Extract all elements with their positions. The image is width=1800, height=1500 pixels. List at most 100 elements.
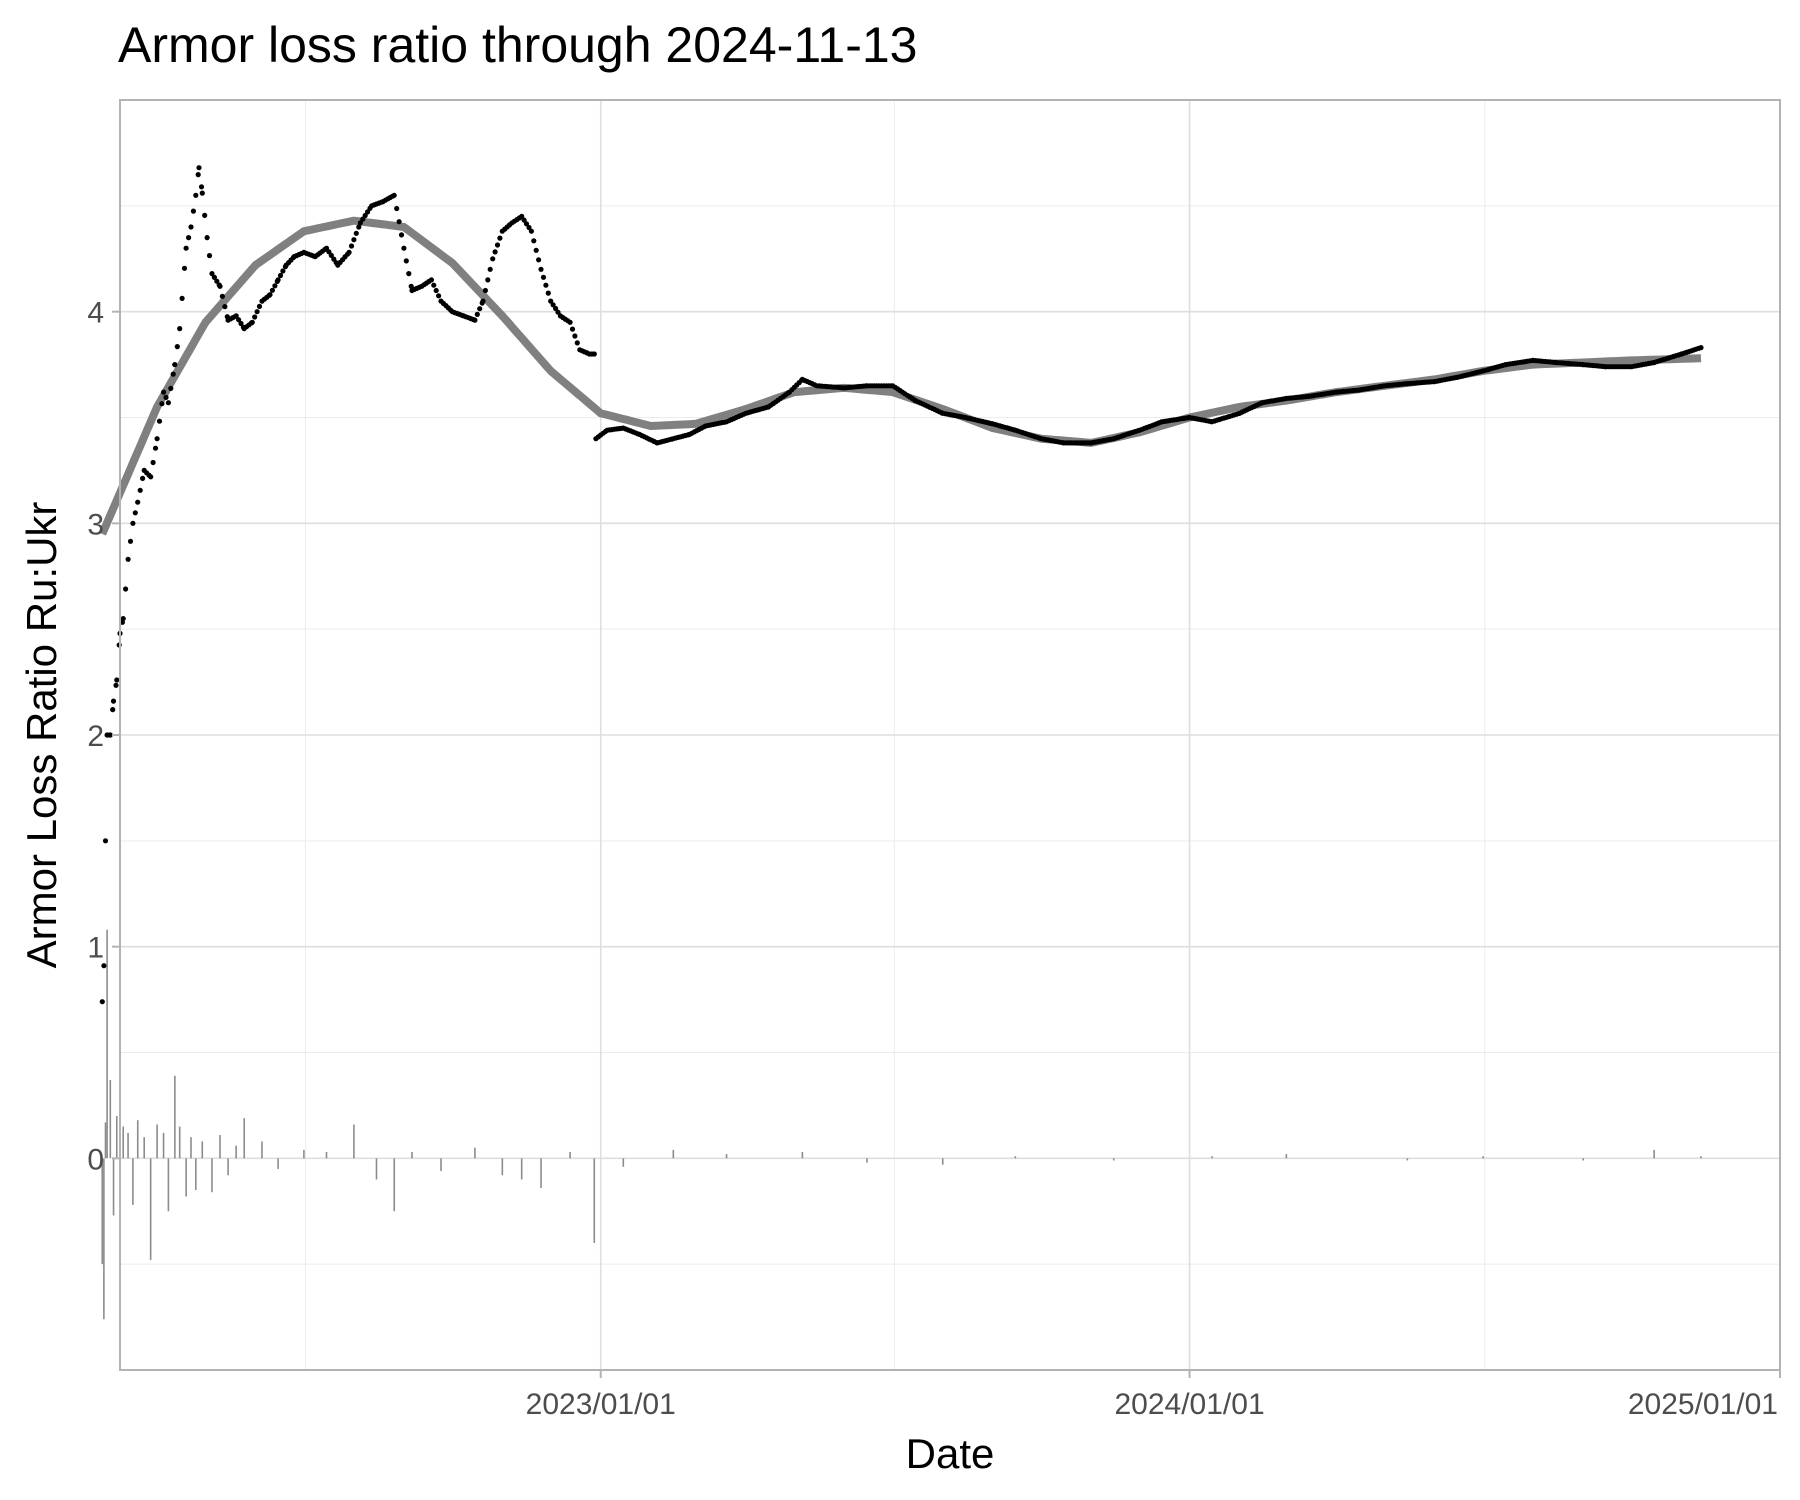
ratio-point — [110, 698, 117, 704]
ratio-point — [267, 292, 273, 298]
ratio-point — [123, 586, 129, 592]
ratio-point — [540, 274, 547, 280]
x-tick-label-1: 2024/01/01 — [1114, 1388, 1264, 1421]
y-axis-title: Armor Loss Ratio Ru:Ukr — [18, 502, 65, 969]
ratio-point — [490, 256, 496, 262]
ratio-point — [211, 274, 217, 280]
ratio-point — [436, 293, 442, 299]
ratio-point — [494, 242, 501, 248]
ratio-point — [428, 277, 434, 283]
ratio-point — [523, 221, 530, 227]
ratio-point — [130, 520, 136, 526]
ratio-point — [186, 235, 192, 241]
ratio-point — [140, 475, 146, 481]
y-tick-label-1: 1 — [87, 932, 104, 965]
ratio-point — [477, 306, 483, 312]
x-tick-label-0: 2023/01/01 — [526, 1388, 676, 1421]
ratio-point — [156, 418, 163, 424]
ratio-point — [533, 247, 539, 253]
ratio-point — [528, 228, 535, 234]
ratio-point — [135, 499, 141, 505]
ratio-point — [195, 172, 201, 178]
ratio-point — [222, 304, 228, 310]
ratio-point — [543, 282, 549, 288]
major-gridlines — [120, 100, 1780, 1370]
ratio-point — [161, 389, 167, 395]
ratio-point — [521, 217, 527, 223]
ratio-point — [209, 271, 215, 277]
ratio-point — [482, 287, 488, 294]
ratio-point — [480, 298, 486, 304]
ratio-point — [357, 220, 363, 226]
ratio-point — [519, 213, 525, 219]
ratio-point — [492, 249, 498, 255]
ratio-point — [137, 487, 143, 493]
ratio-point — [277, 272, 284, 279]
ratio-point — [348, 243, 355, 249]
ratio-point — [102, 838, 109, 844]
ratio-point — [353, 230, 359, 236]
ratio-point — [181, 265, 188, 271]
ratio-point — [249, 319, 255, 325]
ratio-point — [113, 682, 119, 688]
ratio-point — [328, 252, 334, 258]
ratio-point — [485, 277, 491, 283]
ratio-point — [553, 305, 559, 312]
ratio-point — [219, 293, 225, 299]
ratio-point — [159, 401, 165, 407]
y-tick-label-0: 0 — [87, 1143, 104, 1176]
ratio-point — [125, 556, 131, 562]
ratio-point — [114, 677, 120, 683]
ratio-point — [474, 311, 480, 317]
ratio-point — [396, 219, 402, 225]
ratio-point — [206, 253, 213, 259]
ratio-point — [170, 371, 176, 377]
ratio-point — [150, 459, 156, 466]
ratio-point — [408, 283, 414, 289]
ratio-point — [398, 232, 405, 238]
ratio-point — [433, 287, 439, 294]
ratio-point — [567, 319, 573, 325]
ratio-point — [346, 249, 352, 255]
ratio-point — [356, 224, 362, 230]
ratio-point — [196, 165, 202, 171]
ratio-point — [538, 266, 544, 272]
ratio-point — [403, 258, 409, 264]
y-tick-label-4: 4 — [87, 297, 104, 330]
ratio-point — [202, 212, 208, 218]
ratio-point — [591, 351, 597, 357]
ratio-point — [550, 302, 556, 308]
y-tick-label-3: 3 — [87, 508, 104, 541]
x-axis-ticks: 2023/01/01 2024/01/01 2025/01/01 — [526, 1370, 1781, 1421]
ratio-point — [177, 326, 183, 332]
ratio-point — [548, 298, 554, 304]
ratio-point — [214, 278, 220, 284]
ratio-point — [531, 238, 537, 244]
ratio-point — [569, 326, 576, 332]
ratio-point — [101, 963, 107, 969]
ratio-point — [188, 224, 194, 230]
ratio-point — [236, 317, 242, 323]
ratio-point — [572, 333, 578, 339]
ratio-point — [254, 309, 260, 315]
ratio-point — [174, 344, 180, 350]
ratio-point — [394, 205, 400, 212]
ratio-point — [272, 283, 278, 289]
x-tick-label-2: 2025/01/01 — [1628, 1388, 1778, 1421]
ratio-point — [163, 394, 169, 400]
ratio-point — [152, 445, 159, 451]
y-axis-ticks: 0 1 2 3 4 — [87, 297, 120, 1176]
ratio-point — [132, 510, 138, 516]
ratio-point — [351, 237, 357, 243]
ratio-point — [472, 317, 478, 323]
ratio-point — [233, 313, 239, 319]
ratio-point — [199, 190, 205, 196]
ratio-point — [536, 257, 542, 263]
ratio-point — [269, 287, 275, 293]
ratio-point — [154, 436, 160, 442]
ratio-point — [107, 732, 113, 738]
ratio-point — [165, 400, 171, 406]
ratio-point — [406, 271, 412, 277]
ratio-point — [120, 616, 126, 622]
